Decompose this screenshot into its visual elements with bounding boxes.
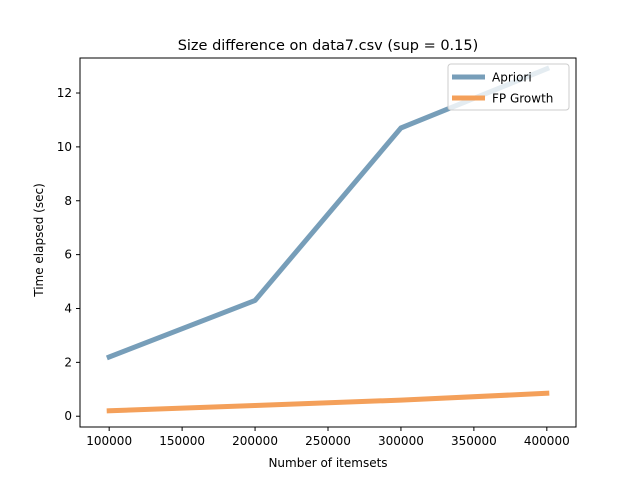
y-tick-label-3: 6 xyxy=(64,248,72,262)
x-tick-label-6: 400000 xyxy=(524,434,570,448)
x-tick-label-0: 100000 xyxy=(86,434,132,448)
chart-title: Size difference on data7.csv (sup = 0.15… xyxy=(178,38,479,54)
series-line-1 xyxy=(106,390,550,414)
series-line-0 xyxy=(105,65,551,361)
y-tick-label-2: 4 xyxy=(64,301,72,315)
y-tick-label-0: 0 xyxy=(64,409,72,423)
legend: Apriori FP Growth xyxy=(447,63,570,111)
x-tick-label-4: 300000 xyxy=(378,434,424,448)
x-tick-label-5: 350000 xyxy=(451,434,497,448)
x-tick-label-1: 150000 xyxy=(159,434,205,448)
y-axis-label: Time elapsed (sec) xyxy=(32,183,46,298)
x-axis-label: Number of itemsets xyxy=(268,456,387,470)
plot-area: 100000 150000 200000 250000 300000 350000 4000… xyxy=(57,57,577,448)
legend-label-0: Apriori xyxy=(492,71,532,85)
y-tick-label-6: 12 xyxy=(57,86,72,100)
plot-frame xyxy=(79,57,577,428)
x-tick-label-2: 200000 xyxy=(232,434,278,448)
y-tick-label-4: 8 xyxy=(64,194,72,208)
legend-label-1: FP Growth xyxy=(492,92,553,106)
x-tick-label-3: 250000 xyxy=(305,434,351,448)
y-tick-label-1: 2 xyxy=(64,355,72,369)
y-tick-label-5: 10 xyxy=(57,140,72,154)
